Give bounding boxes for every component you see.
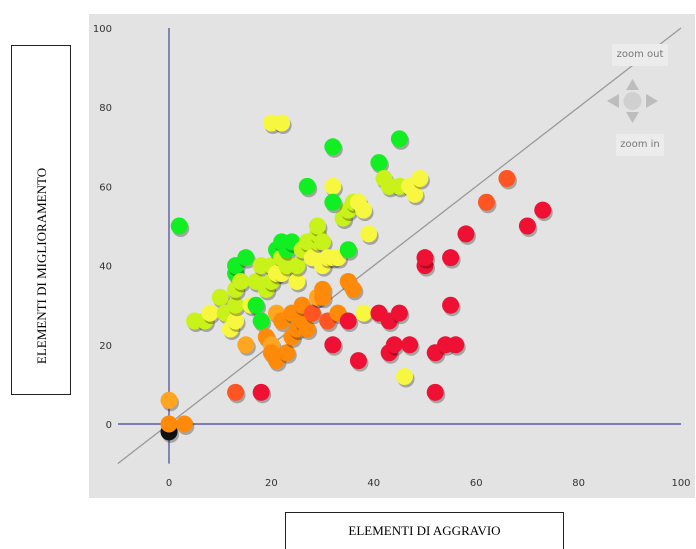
y-tick-label: 40: [99, 262, 112, 273]
data-point: [457, 225, 475, 243]
x-tick-label: 40: [367, 478, 380, 489]
data-point: [498, 169, 516, 187]
data-point: [360, 225, 378, 243]
data-point: [237, 249, 255, 267]
data-point: [298, 177, 316, 195]
data-point: [273, 114, 291, 132]
data-point: [416, 249, 434, 267]
pan-arrows-icon[interactable]: [605, 77, 660, 125]
data-point: [339, 312, 357, 330]
data-point: [227, 312, 245, 330]
zoom-out-button[interactable]: zoom out: [612, 44, 668, 66]
data-point: [390, 304, 408, 322]
data-point: [227, 296, 245, 314]
data-point: [349, 352, 367, 370]
zoom-in-button[interactable]: zoom in: [616, 134, 664, 156]
data-point: [324, 138, 342, 156]
data-point: [303, 304, 321, 322]
data-point: [252, 383, 270, 401]
data-point: [160, 415, 178, 433]
data-point: [385, 336, 403, 354]
data-point: [396, 367, 414, 385]
data-point: [518, 217, 536, 235]
data-point: [278, 344, 296, 362]
data-point: [237, 336, 255, 354]
y-axis-label-box: ELEMENTI DI MIGLIORAMENTO: [11, 45, 71, 395]
x-tick-label: 80: [572, 478, 585, 489]
data-point: [442, 296, 460, 314]
data-point: [247, 296, 265, 314]
data-point: [534, 201, 552, 219]
data-point: [175, 415, 193, 433]
data-point: [339, 241, 357, 259]
data-point: [308, 217, 326, 235]
data-point: [324, 193, 342, 211]
data-point: [232, 272, 250, 290]
y-axis-label: ELEMENTI DI MIGLIORAMENTO: [34, 167, 49, 365]
y-tick-label: 80: [99, 103, 112, 114]
data-point: [442, 249, 460, 267]
data-point: [411, 169, 429, 187]
data-point: [344, 280, 362, 298]
data-point: [314, 288, 332, 306]
x-tick-label: 60: [470, 478, 483, 489]
data-point: [211, 288, 229, 306]
data-point: [370, 154, 388, 172]
data-point: [390, 130, 408, 148]
data-point: [477, 193, 495, 211]
data-point: [160, 391, 178, 409]
data-point: [447, 336, 465, 354]
data-point: [314, 233, 332, 251]
data-point: [201, 304, 219, 322]
data-point: [401, 336, 419, 354]
x-tick-label: 0: [166, 478, 172, 489]
data-point: [252, 312, 270, 330]
data-point: [426, 383, 444, 401]
y-tick-label: 60: [99, 182, 112, 193]
y-tick-label: 20: [99, 341, 112, 352]
data-point: [324, 177, 342, 195]
data-point: [406, 185, 424, 203]
y-tick-label: 100: [93, 24, 112, 35]
x-axis-label: ELEMENTI DI AGGRAVIO: [285, 512, 564, 549]
data-point: [288, 257, 306, 275]
data-point: [170, 217, 188, 235]
data-point: [324, 336, 342, 354]
x-tick-label: 100: [671, 478, 690, 489]
data-point: [227, 383, 245, 401]
data-point: [355, 201, 373, 219]
data-point: [288, 272, 306, 290]
diagonal-reference-line: [117, 27, 682, 465]
data-point: [355, 304, 373, 322]
x-tick-label: 20: [265, 478, 278, 489]
data-point: [298, 320, 316, 338]
y-tick-label: 0: [106, 420, 112, 431]
